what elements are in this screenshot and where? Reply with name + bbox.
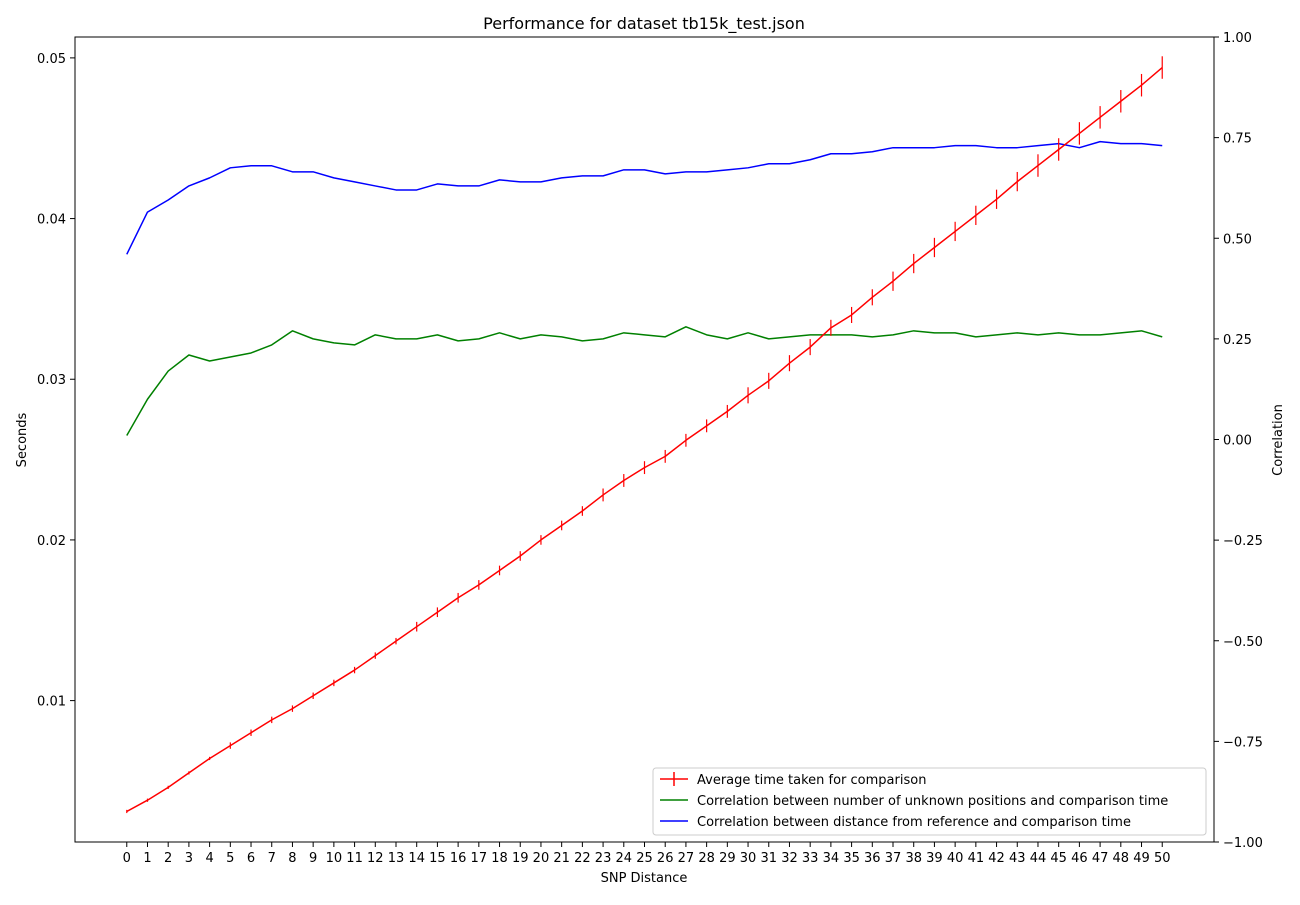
right-y-tick-label: 1.00 — [1223, 31, 1252, 46]
x-tick-label: 19 — [512, 851, 529, 866]
x-tick-label: 32 — [781, 851, 798, 866]
legend-label-unknown: Correlation between number of unknown po… — [697, 794, 1168, 809]
x-tick-label: 45 — [1050, 851, 1067, 866]
x-axis-label: SNP Distance — [601, 871, 688, 886]
x-tick-label: 35 — [843, 851, 860, 866]
right-y-tick-label: −1.00 — [1223, 836, 1263, 851]
x-tick-label: 0 — [123, 851, 131, 866]
right-y-axis-ticks: −1.00 −0.75 −0.50 −0.25 0.00 0.25 0.50 0.75 1.00 — [1214, 31, 1263, 851]
right-y-axis-label: Correlation — [1271, 404, 1286, 476]
x-tick-label: 30 — [740, 851, 757, 866]
x-tick-label: 12 — [367, 851, 384, 866]
x-tick-label: 31 — [760, 851, 777, 866]
legend-label-distance: Correlation between distance from refere… — [697, 815, 1131, 830]
x-tick-label: 8 — [288, 851, 296, 866]
x-tick-label: 50 — [1154, 851, 1171, 866]
x-tick-label: 43 — [1009, 851, 1026, 866]
chart-title: Performance for dataset tb15k_test.json — [483, 14, 805, 34]
left-y-tick-label: 0.05 — [37, 52, 66, 67]
x-tick-label: 2 — [164, 851, 172, 866]
x-tick-label: 21 — [553, 851, 570, 866]
left-y-tick-label: 0.01 — [37, 695, 66, 710]
x-tick-label: 40 — [947, 851, 964, 866]
x-tick-label: 14 — [408, 851, 425, 866]
left-y-tick-label: 0.03 — [37, 373, 66, 388]
x-tick-label: 17 — [471, 851, 488, 866]
plot-area — [126, 56, 1163, 814]
x-tick-label: 49 — [1133, 851, 1150, 866]
legend: Average time taken for comparison Correl… — [652, 767, 1207, 836]
x-tick-label: 42 — [988, 851, 1005, 866]
x-tick-label: 13 — [388, 851, 405, 866]
series-distance-correlation-line — [126, 140, 1163, 255]
x-tick-label: 27 — [678, 851, 695, 866]
x-tick-label: 23 — [595, 851, 612, 866]
x-tick-label: 46 — [1071, 851, 1088, 866]
x-tick-label: 3 — [185, 851, 193, 866]
right-y-tick-label: 0.75 — [1223, 132, 1252, 147]
x-tick-label: 9 — [309, 851, 317, 866]
x-tick-label: 29 — [719, 851, 736, 866]
x-tick-label: 10 — [326, 851, 343, 866]
left-y-axis-ticks: 0.01 0.02 0.03 0.04 0.05 — [37, 52, 75, 710]
x-tick-label: 6 — [247, 851, 255, 866]
x-tick-label: 41 — [968, 851, 985, 866]
left-y-tick-label: 0.04 — [37, 213, 66, 228]
x-tick-label: 5 — [226, 851, 234, 866]
legend-box — [652, 767, 1207, 836]
series-unknown-positions-correlation-line — [126, 326, 1163, 436]
x-tick-label: 37 — [885, 851, 902, 866]
right-y-tick-label: 0.00 — [1223, 434, 1252, 449]
x-tick-label: 26 — [657, 851, 674, 866]
x-tick-label: 33 — [802, 851, 819, 866]
x-tick-label: 18 — [491, 851, 508, 866]
x-tick-label: 38 — [905, 851, 922, 866]
x-tick-label: 47 — [1092, 851, 1109, 866]
x-tick-label: 39 — [926, 851, 943, 866]
x-tick-label: 25 — [636, 851, 653, 866]
x-tick-label: 15 — [429, 851, 446, 866]
right-y-tick-label: −0.75 — [1223, 735, 1263, 750]
right-y-tick-label: −0.50 — [1223, 635, 1263, 650]
right-y-tick-label: 0.50 — [1223, 232, 1252, 247]
x-tick-label: 24 — [616, 851, 633, 866]
x-tick-label: 36 — [864, 851, 881, 866]
right-y-tick-label: 0.25 — [1223, 333, 1252, 348]
x-tick-label: 44 — [1030, 851, 1047, 866]
x-tick-label: 4 — [205, 851, 213, 866]
x-tick-label: 22 — [574, 851, 591, 866]
x-tick-label: 28 — [698, 851, 715, 866]
x-tick-label: 20 — [533, 851, 550, 866]
left-y-tick-label: 0.02 — [37, 534, 66, 549]
x-tick-label: 34 — [823, 851, 840, 866]
x-tick-label: 11 — [346, 851, 363, 866]
x-tick-label: 16 — [450, 851, 467, 866]
left-y-axis-label: Seconds — [15, 412, 30, 467]
x-tick-label: 1 — [143, 851, 151, 866]
right-y-tick-label: −0.25 — [1223, 534, 1263, 549]
x-tick-label: 7 — [268, 851, 276, 866]
x-tick-label: 48 — [1113, 851, 1130, 866]
legend-label-time: Average time taken for comparison — [697, 773, 926, 788]
x-axis-ticks: 0 1 2 3 4 5 6 7 8 9 10 11 12 13 14 15 16 17 18 19 20 21 22 23 24… — [123, 842, 1171, 866]
